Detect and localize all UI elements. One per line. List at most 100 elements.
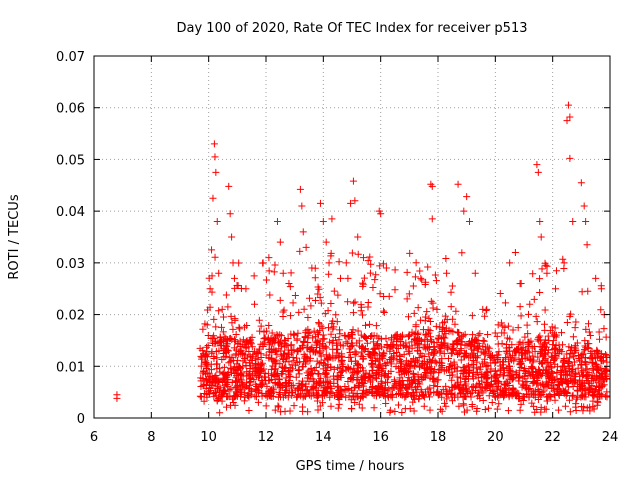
data-point — [258, 382, 266, 390]
data-point — [555, 406, 563, 414]
data-point — [430, 339, 438, 347]
data-point — [598, 377, 606, 385]
data-point — [481, 312, 489, 320]
data-point — [409, 389, 417, 397]
data-point — [362, 333, 370, 341]
data-point — [556, 374, 564, 382]
data-point — [359, 254, 367, 262]
data-point — [440, 367, 448, 375]
data-point — [282, 364, 290, 372]
data-point — [276, 296, 284, 304]
data-point — [351, 348, 359, 356]
chart-title: Day 100 of 2020, Rate Of TEC Index for r… — [177, 21, 528, 36]
data-point — [559, 341, 567, 349]
data-point — [253, 349, 261, 357]
data-point — [459, 332, 467, 340]
data-point — [406, 349, 414, 357]
data-point — [583, 241, 591, 249]
data-point — [406, 364, 414, 372]
data-point — [560, 355, 568, 363]
data-point — [403, 368, 410, 376]
data-point — [374, 341, 382, 349]
data-point — [335, 258, 343, 266]
data-point — [247, 377, 255, 385]
data-point — [403, 389, 411, 397]
data-point — [592, 383, 600, 391]
data-point — [280, 306, 288, 314]
data-point — [277, 347, 285, 355]
data-point — [577, 381, 585, 389]
data-point — [469, 331, 477, 339]
data-point — [310, 327, 318, 335]
data-point — [290, 331, 298, 339]
data-point — [561, 375, 569, 383]
data-point — [549, 345, 557, 353]
data-point — [220, 353, 228, 361]
data-point — [438, 389, 446, 397]
data-point — [391, 266, 399, 274]
data-point — [286, 283, 294, 291]
data-point — [339, 367, 347, 375]
data-point — [262, 402, 270, 410]
data-point — [447, 303, 455, 311]
data-point — [220, 345, 228, 353]
data-point — [406, 249, 414, 257]
data-point — [438, 342, 446, 350]
data-point — [480, 337, 488, 345]
data-point — [493, 405, 501, 413]
data-point — [454, 378, 462, 386]
data-point — [546, 393, 554, 401]
data-point — [316, 402, 324, 410]
data-point — [220, 386, 228, 394]
data-point — [481, 346, 489, 354]
data-point — [483, 305, 491, 313]
data-point — [266, 376, 274, 384]
data-point — [265, 392, 273, 400]
data-point — [566, 154, 574, 162]
data-point — [271, 406, 279, 414]
data-point — [286, 407, 294, 415]
data-point — [389, 354, 397, 362]
data-point — [527, 337, 535, 345]
data-point — [435, 366, 443, 374]
data-point — [594, 349, 602, 357]
data-point — [334, 291, 342, 299]
data-point — [263, 382, 271, 390]
data-point — [564, 101, 572, 109]
data-point — [237, 385, 245, 393]
data-point — [382, 399, 390, 407]
data-point — [451, 365, 459, 373]
data-point — [305, 391, 313, 399]
data-point — [313, 397, 321, 405]
data-point — [515, 356, 523, 364]
data-point — [387, 392, 395, 400]
data-point — [481, 405, 489, 413]
data-point — [459, 400, 467, 408]
data-point — [225, 359, 233, 367]
data-point — [252, 360, 260, 368]
data-point — [517, 345, 525, 353]
x-tick-label: 18 — [430, 430, 447, 445]
x-tick-label: 12 — [258, 430, 275, 445]
data-point — [274, 402, 282, 410]
data-point — [337, 274, 345, 282]
data-point — [314, 331, 322, 339]
data-point — [276, 331, 284, 339]
data-point — [463, 406, 471, 414]
data-point — [538, 360, 546, 368]
data-point — [205, 274, 213, 282]
data-point — [450, 340, 458, 348]
data-point — [397, 357, 405, 365]
data-point — [510, 357, 518, 365]
data-point — [216, 368, 224, 376]
data-point — [266, 338, 274, 346]
data-point — [349, 177, 357, 185]
data-point — [317, 374, 325, 382]
data-point — [254, 355, 262, 363]
data-point — [209, 194, 217, 202]
data-point — [494, 340, 502, 348]
data-point — [289, 365, 297, 373]
data-point — [410, 376, 418, 384]
data-point — [342, 259, 350, 267]
data-point — [224, 337, 232, 345]
